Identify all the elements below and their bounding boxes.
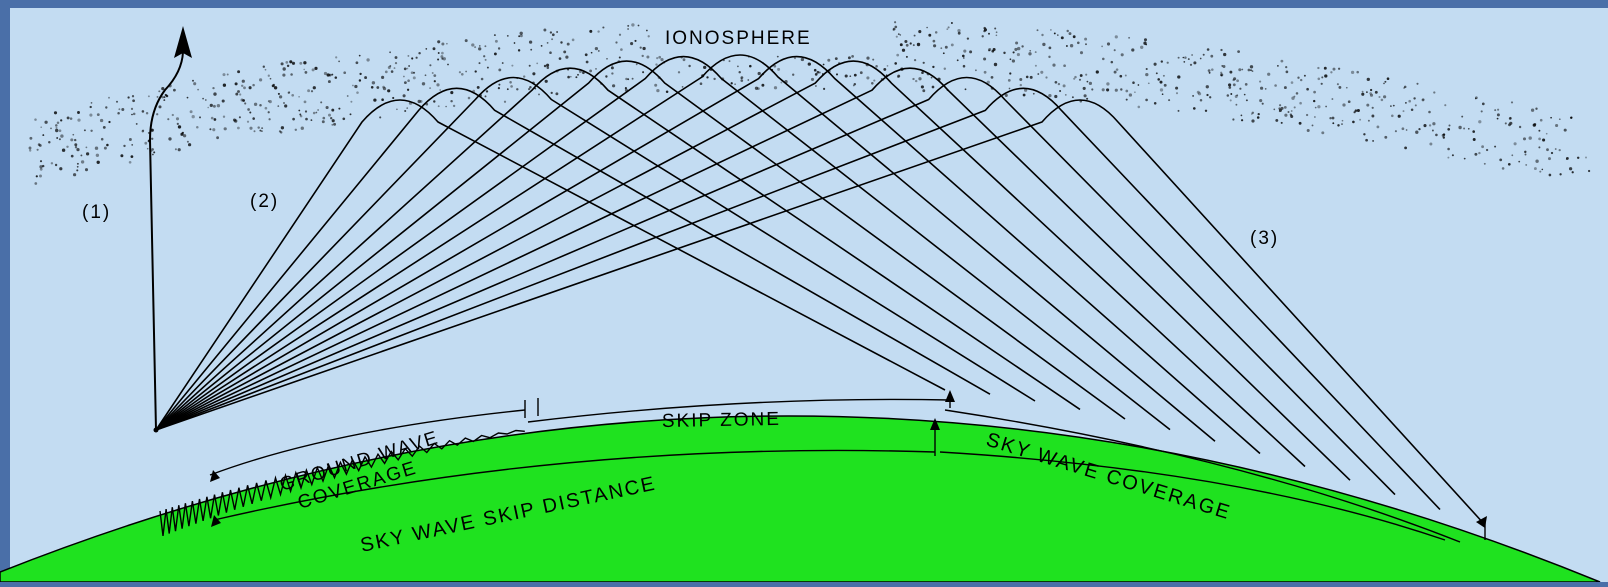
transmitter-icon — [153, 427, 159, 433]
sky-wave-ray — [155, 54, 1216, 442]
sky-wave-ray — [155, 99, 946, 431]
far-wave-label: (3) — [1250, 228, 1279, 249]
arrow-up-icon — [174, 26, 192, 58]
sky-wave-ray — [155, 99, 1486, 526]
sky-wave-ray — [155, 55, 1261, 455]
ionosphere-label: IONOSPHERE — [665, 28, 812, 49]
sky-wave-ray — [155, 67, 1351, 481]
skip-zone-bracket — [527, 398, 951, 423]
ground-wave-zigzag — [159, 429, 525, 536]
direct-wave-label: (1) — [82, 202, 111, 223]
coverage-brackets — [209, 393, 1486, 543]
sky-wave-rays — [155, 54, 1486, 526]
bracket-arrowheads — [210, 390, 1487, 528]
ground-wave-bracket — [209, 409, 526, 476]
sky-wave-ray — [155, 87, 991, 431]
sky-wave-ray — [155, 60, 1126, 431]
skip-distance-bracket — [213, 449, 936, 521]
ionosphere-band — [28, 21, 1591, 185]
skip-zone-label: SKIP ZONE — [662, 409, 781, 432]
sky-wave-ray — [155, 55, 1171, 431]
sky-wave-ray — [155, 76, 1036, 431]
sky-wave-coverage-bracket-lower — [939, 451, 1446, 541]
sky-wave-ray — [155, 67, 1081, 431]
sky-wave-ray — [155, 60, 1306, 468]
reflected-wave-label: (2) — [250, 191, 279, 212]
sky-wave-coverage-bracket — [944, 409, 1461, 543]
direct-wave-ray — [148, 51, 184, 431]
